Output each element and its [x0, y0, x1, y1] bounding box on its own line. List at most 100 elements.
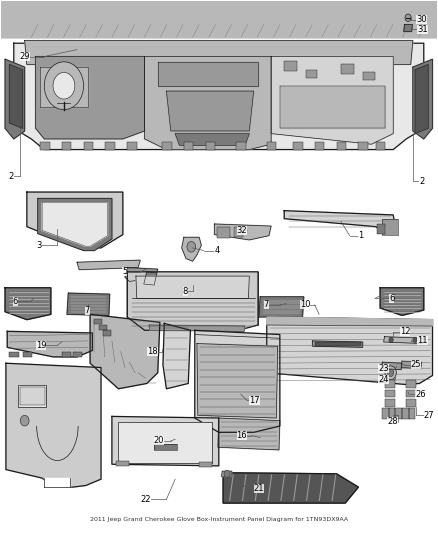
Polygon shape	[259, 297, 304, 317]
Bar	[118, 422, 212, 463]
Bar	[154, 443, 177, 450]
Bar	[382, 408, 389, 419]
Bar	[116, 461, 129, 466]
Circle shape	[385, 366, 396, 379]
Polygon shape	[404, 25, 413, 31]
Bar	[10, 352, 19, 357]
Polygon shape	[144, 272, 157, 285]
Polygon shape	[10, 64, 22, 128]
Text: 23: 23	[378, 364, 389, 373]
Polygon shape	[44, 478, 71, 487]
Bar	[267, 142, 276, 150]
Polygon shape	[25, 41, 413, 64]
Text: 19: 19	[36, 341, 46, 350]
Bar	[127, 142, 137, 150]
Bar	[234, 227, 243, 237]
Bar	[336, 142, 346, 150]
Polygon shape	[35, 56, 145, 139]
Polygon shape	[381, 362, 402, 369]
Circle shape	[405, 14, 411, 21]
Bar	[206, 142, 215, 150]
Bar	[377, 224, 385, 233]
Text: 16: 16	[237, 431, 247, 440]
Polygon shape	[182, 237, 201, 261]
Bar	[402, 408, 409, 419]
Circle shape	[187, 241, 196, 252]
Bar	[293, 142, 303, 150]
Bar	[382, 219, 398, 235]
Bar	[389, 408, 396, 419]
Bar	[99, 325, 107, 330]
Bar	[22, 352, 32, 357]
Text: 20: 20	[154, 437, 164, 446]
Polygon shape	[221, 471, 232, 477]
Polygon shape	[90, 314, 160, 389]
Bar	[358, 142, 368, 150]
Bar	[118, 422, 212, 463]
Bar	[62, 142, 71, 150]
Polygon shape	[127, 272, 258, 330]
Polygon shape	[313, 341, 363, 348]
Bar	[84, 142, 93, 150]
Bar	[385, 380, 396, 387]
Bar	[358, 142, 368, 150]
Text: 1: 1	[358, 231, 364, 240]
Circle shape	[20, 415, 29, 426]
Circle shape	[53, 72, 75, 99]
Bar	[306, 70, 317, 78]
Bar	[106, 142, 115, 150]
Polygon shape	[223, 473, 358, 503]
Polygon shape	[149, 325, 245, 332]
Text: 11: 11	[417, 336, 428, 345]
Bar	[406, 399, 417, 407]
Bar	[336, 142, 346, 150]
Polygon shape	[218, 418, 280, 450]
Bar	[18, 385, 46, 407]
Bar	[406, 390, 417, 397]
Bar	[84, 142, 93, 150]
Polygon shape	[384, 337, 424, 344]
Polygon shape	[136, 276, 249, 298]
Text: 7: 7	[264, 300, 269, 309]
Text: 7: 7	[85, 305, 90, 314]
Bar	[20, 387, 45, 405]
Text: 6: 6	[13, 296, 18, 305]
Bar	[389, 408, 396, 419]
Text: 4: 4	[215, 246, 220, 255]
Polygon shape	[77, 260, 140, 270]
Polygon shape	[401, 361, 422, 368]
Polygon shape	[280, 86, 385, 128]
Bar	[396, 408, 402, 419]
Bar	[62, 142, 71, 150]
Bar	[162, 142, 172, 150]
Polygon shape	[112, 416, 219, 466]
Text: 31: 31	[417, 25, 428, 34]
Bar	[341, 64, 354, 74]
Polygon shape	[175, 134, 249, 146]
Bar	[382, 219, 398, 235]
Bar	[385, 380, 396, 387]
Polygon shape	[284, 211, 396, 233]
Polygon shape	[197, 344, 278, 418]
Polygon shape	[163, 324, 191, 389]
Bar	[377, 224, 385, 233]
Bar	[396, 408, 402, 419]
Text: 32: 32	[237, 227, 247, 236]
Polygon shape	[6, 364, 101, 487]
Bar	[184, 142, 194, 150]
Bar	[62, 352, 71, 357]
Polygon shape	[38, 198, 112, 251]
Bar	[103, 330, 111, 336]
Polygon shape	[5, 59, 25, 139]
Text: 21: 21	[254, 484, 264, 493]
Bar	[106, 142, 115, 150]
Text: 3: 3	[37, 241, 42, 250]
Bar	[402, 408, 409, 419]
Circle shape	[389, 337, 393, 343]
Text: 30: 30	[417, 15, 427, 25]
Bar	[315, 142, 324, 150]
Bar	[406, 399, 417, 407]
Bar	[385, 390, 396, 397]
Text: 25: 25	[411, 360, 421, 369]
Polygon shape	[267, 317, 432, 384]
